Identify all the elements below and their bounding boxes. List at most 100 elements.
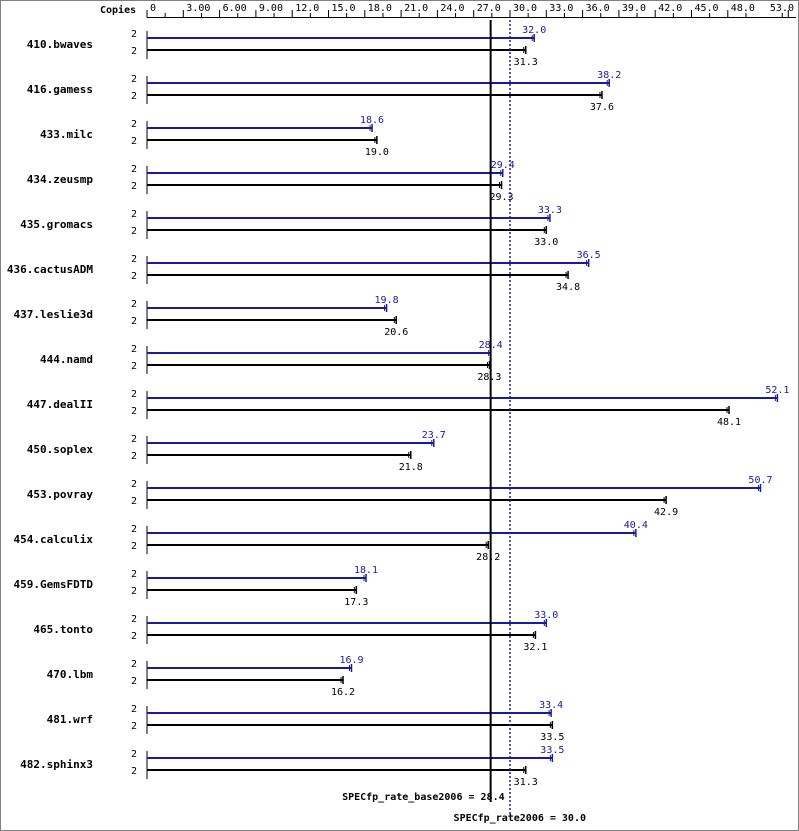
base-copies-label: 2: [131, 181, 137, 192]
base-copies-label: 2: [131, 676, 137, 687]
base-value-label: 19.0: [365, 147, 389, 158]
x-tick-label: 45.0: [695, 3, 719, 14]
peak-value-label: 29.4: [491, 160, 515, 171]
peak-value-label: 38.2: [597, 70, 621, 81]
peak-value-label: 33.3: [538, 205, 562, 216]
peak-value-label: 18.1: [354, 565, 378, 576]
base-value-label: 33.5: [540, 732, 564, 743]
base-reference-label: SPECfp_rate_base2006 = 28.4: [342, 792, 505, 803]
x-tick-label: 21.0: [404, 3, 428, 14]
peak-value-label: 33.0: [534, 610, 558, 621]
x-axis: Copies 0 3.00 6.00 9.00 12.0 15.0 18.0 21.0 24.0 2…: [100, 3, 796, 18]
base-copies-label: 2: [131, 46, 137, 57]
benchmark-label: 470.lbm: [47, 668, 94, 681]
peak-copies-label: 2: [131, 164, 137, 175]
benchmark-label: 444.namd: [40, 353, 93, 366]
benchmark-label: 481.wrf: [47, 713, 93, 726]
x-tick-label: 42.0: [658, 3, 682, 14]
benchmark-label: 435.gromacs: [20, 218, 93, 231]
benchmark-label: 437.leslie3d: [14, 308, 93, 321]
x-tick-label: 3.00: [186, 3, 210, 14]
x-tick-label: 53.0: [770, 3, 794, 14]
base-value-label: 34.8: [556, 282, 580, 293]
peak-value-label: 40.4: [624, 520, 648, 531]
benchmark-label: 410.bwaves: [27, 38, 93, 51]
base-copies-label: 2: [131, 766, 137, 777]
peak-copies-label: 2: [131, 254, 137, 265]
peak-copies-label: 2: [131, 659, 137, 670]
base-value-label: 33.0: [534, 237, 558, 248]
base-copies-label: 2: [131, 541, 137, 552]
x-tick-label: 0: [150, 3, 156, 14]
base-value-label: 28.2: [476, 552, 500, 563]
benchmark-label: 416.gamess: [27, 83, 93, 96]
x-tick-label: 27.0: [477, 3, 501, 14]
x-tick-label: 36.0: [586, 3, 610, 14]
base-value-label: 17.3: [344, 597, 368, 608]
peak-copies-label: 2: [131, 299, 137, 310]
x-tick-label: 24.0: [440, 3, 464, 14]
base-value-label: 16.2: [331, 687, 355, 698]
base-copies-label: 2: [131, 361, 137, 372]
x-tick-label: 15.0: [332, 3, 356, 14]
base-copies-label: 2: [131, 406, 137, 417]
base-value-label: 42.9: [654, 507, 678, 518]
peak-value-label: 36.5: [577, 250, 601, 261]
benchmark-label: 450.soplex: [27, 443, 94, 456]
base-value-label: 32.1: [523, 642, 547, 653]
base-value-label: 37.6: [590, 102, 614, 113]
base-copies-label: 2: [131, 631, 137, 642]
peak-copies-label: 2: [131, 614, 137, 625]
base-copies-label: 2: [131, 316, 137, 327]
x-tick-label: 12.0: [295, 3, 319, 14]
peak-value-label: 50.7: [748, 475, 772, 486]
benchmark-label: 433.milc: [40, 128, 93, 141]
base-value-label: 48.1: [717, 417, 741, 428]
base-copies-label: 2: [131, 721, 137, 732]
peak-value-label: 23.7: [422, 430, 446, 441]
reference-lines: SPECfp_rate_base2006 = 28.4 SPECfp_rate20…: [342, 20, 586, 824]
base-value-label: 28.3: [477, 372, 501, 383]
benchmark-label: 436.cactusADM: [7, 263, 93, 276]
peak-value-label: 32.0: [522, 25, 546, 36]
peak-copies-label: 2: [131, 569, 137, 580]
base-copies-label: 2: [131, 91, 137, 102]
base-copies-label: 2: [131, 496, 137, 507]
peak-value-label: 33.5: [540, 745, 564, 756]
base-value-label: 21.8: [399, 462, 423, 473]
peak-value-label: 16.9: [339, 655, 363, 666]
benchmark-label: 454.calculix: [14, 533, 94, 546]
peak-value-label: 33.4: [539, 700, 563, 711]
x-tick-label: 6.00: [223, 3, 247, 14]
peak-copies-label: 2: [131, 209, 137, 220]
peak-copies-label: 2: [131, 524, 137, 535]
peak-copies-label: 2: [131, 434, 137, 445]
bars: 410.bwaves 2 32.0 2 31.3 416.gamess 2 38.2 2 37.6…: [7, 25, 790, 788]
benchmark-label: 482.sphinx3: [20, 758, 93, 771]
base-value-label: 29.3: [489, 192, 513, 203]
peak-copies-label: 2: [131, 704, 137, 715]
benchmark-label: 434.zeusmp: [27, 173, 94, 186]
x-tick-label: 18.0: [368, 3, 392, 14]
x-tick-label: 9.00: [259, 3, 283, 14]
base-copies-label: 2: [131, 226, 137, 237]
base-value-label: 31.3: [514, 777, 538, 788]
peak-value-label: 19.8: [375, 295, 399, 306]
benchmark-label: 459.GemsFDTD: [14, 578, 94, 591]
base-copies-label: 2: [131, 586, 137, 597]
x-tick-label: 30.0: [513, 3, 537, 14]
x-tick-label: 39.0: [622, 3, 646, 14]
peak-reference-label: SPECfp_rate2006 = 30.0: [454, 813, 586, 824]
axis-title: Copies: [100, 4, 136, 16]
peak-copies-label: 2: [131, 29, 137, 40]
peak-copies-label: 2: [131, 389, 137, 400]
peak-copies-label: 2: [131, 344, 137, 355]
benchmark-label: 447.dealII: [27, 398, 93, 411]
benchmark-label: 453.povray: [27, 488, 94, 501]
base-copies-label: 2: [131, 271, 137, 282]
x-tick-label: 48.0: [731, 3, 755, 14]
peak-copies-label: 2: [131, 119, 137, 130]
benchmark-label: 465.tonto: [33, 623, 93, 636]
